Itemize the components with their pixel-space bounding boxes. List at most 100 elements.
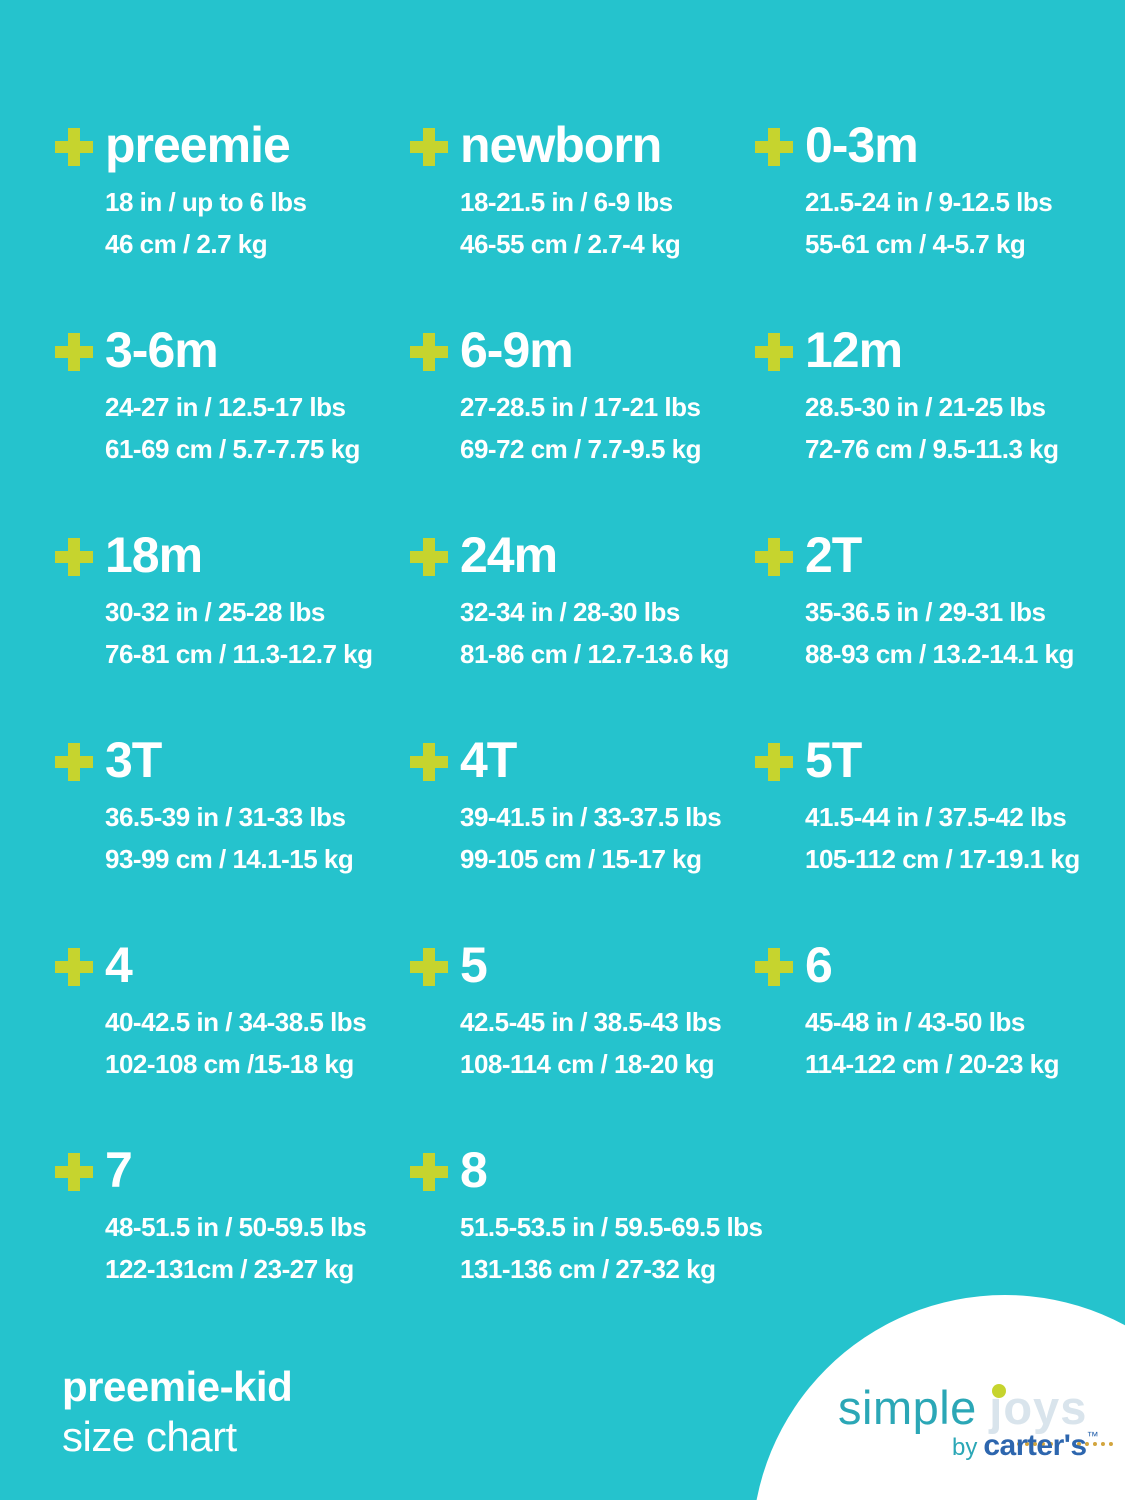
size-metric: 69-72 cm / 7.7-9.5 kg [460, 434, 701, 464]
plus-icon [55, 1153, 93, 1191]
size-imperial: 18-21.5 in / 6-9 lbs [460, 187, 673, 217]
logo-carters-text: carter's [983, 1429, 1087, 1462]
size-imperial: 24-27 in / 12.5-17 lbs [105, 392, 346, 422]
size-name: 4T [460, 732, 517, 788]
size-imperial: 41.5-44 in / 37.5-42 lbs [805, 802, 1067, 832]
size-metric: 122-131cm / 23-27 kg [105, 1254, 354, 1284]
plus-icon [410, 333, 448, 371]
size-metric: 46 cm / 2.7 kg [105, 229, 268, 259]
size-imperial: 30-32 in / 25-28 lbs [105, 597, 325, 627]
size-name: 12m [805, 322, 903, 378]
size-name: 0-3m [805, 117, 919, 173]
size-imperial: 51.5-53.5 in / 59.5-69.5 lbs [460, 1212, 763, 1242]
size-entry-8: 8 51.5-53.5 in / 59.5-69.5 lbs 131-136 c… [410, 1142, 763, 1348]
size-metric: 55-61 cm / 4-5.7 kg [805, 229, 1026, 259]
size-name: 18m [105, 527, 203, 583]
chart-title: preemie-kid [62, 1363, 293, 1410]
plus-icon [410, 128, 448, 166]
size-grid: preemie 18 in / up to 6 lbs 46 cm / 2.7 … [55, 118, 1125, 1348]
size-name: preemie [105, 117, 291, 173]
size-name: newborn [460, 117, 662, 173]
size-metric: 72-76 cm / 9.5-11.3 kg [805, 434, 1059, 464]
size-name: 3T [105, 732, 162, 788]
size-entry-3T: 3T 36.5-39 in / 31-33 lbs 93-99 cm / 14.… [55, 733, 410, 938]
size-metric: 99-105 cm / 15-17 kg [460, 844, 702, 874]
size-metric: 108-114 cm / 18-20 kg [460, 1049, 715, 1079]
trademark-symbol: ™ [1086, 1429, 1099, 1443]
size-entry-2T: 2T 35-36.5 in / 29-31 lbs 88-93 cm / 13.… [755, 528, 1125, 733]
size-imperial: 27-28.5 in / 17-21 lbs [460, 392, 701, 422]
size-imperial: 39-41.5 in / 33-37.5 lbs [460, 802, 722, 832]
size-imperial: 42.5-45 in / 38.5-43 lbs [460, 1007, 722, 1037]
size-metric: 102-108 cm /15-18 kg [105, 1049, 354, 1079]
size-entry-6-9m: 6-9m 27-28.5 in / 17-21 lbs 69-72 cm / 7… [410, 323, 755, 528]
plus-icon [410, 538, 448, 576]
size-name: 3-6m [105, 322, 219, 378]
plus-icon [55, 128, 93, 166]
size-name: 6 [805, 937, 833, 993]
size-imperial: 21.5-24 in / 9-12.5 lbs [805, 187, 1053, 217]
size-name: 8 [460, 1142, 488, 1198]
logo-joys-text: joys [989, 1381, 1114, 1446]
size-name: 7 [105, 1142, 133, 1198]
size-metric: 61-69 cm / 5.7-7.75 kg [105, 434, 360, 464]
chart-subtitle: size chart [62, 1412, 237, 1460]
chart-footer: preemie-kid size chart [62, 1362, 293, 1461]
brand-logo-line2: by carter's™ [952, 1429, 1099, 1463]
plus-icon [410, 1153, 448, 1191]
joys-dot-icon [992, 1384, 1007, 1398]
plus-icon [410, 743, 448, 781]
plus-icon [55, 538, 93, 576]
plus-icon [755, 743, 793, 781]
plus-icon [410, 948, 448, 986]
plus-icon [755, 333, 793, 371]
size-metric: 105-112 cm / 17-19.1 kg [805, 844, 1080, 874]
size-imperial: 45-48 in / 43-50 lbs [805, 1007, 1025, 1037]
plus-icon [755, 128, 793, 166]
stitch-dots-icon [1077, 1442, 1114, 1446]
logo-by-text: by [952, 1434, 978, 1461]
size-entry-0-3m: 0-3m 21.5-24 in / 9-12.5 lbs 55-61 cm / … [755, 118, 1125, 323]
size-imperial: 35-36.5 in / 29-31 lbs [805, 597, 1046, 627]
size-entry-4: 4 40-42.5 in / 34-38.5 lbs 102-108 cm /1… [55, 938, 410, 1143]
size-name: 2T [805, 527, 862, 583]
brand-logo-line1: simple joys [838, 1380, 1114, 1446]
brand-logo-circle: simple joys by carter's™ [752, 1295, 1125, 1500]
size-imperial: 28.5-30 in / 21-25 lbs [805, 392, 1046, 422]
plus-icon [755, 948, 793, 986]
size-name: 5 [460, 937, 488, 993]
size-metric: 131-136 cm / 27-32 kg [460, 1254, 716, 1284]
size-entry-3-6m: 3-6m 24-27 in / 12.5-17 lbs 61-69 cm / 5… [55, 323, 410, 528]
size-entry-18m: 18m 30-32 in / 25-28 lbs 76-81 cm / 11.3… [55, 528, 410, 733]
size-entry-preemie: preemie 18 in / up to 6 lbs 46 cm / 2.7 … [55, 118, 410, 323]
size-entry-7: 7 48-51.5 in / 50-59.5 lbs 122-131cm / 2… [55, 1143, 410, 1348]
size-entry-24m: 24m 32-34 in / 28-30 lbs 81-86 cm / 12.7… [410, 528, 755, 733]
size-metric: 114-122 cm / 20-23 kg [805, 1049, 1060, 1079]
plus-icon [55, 743, 93, 781]
plus-icon [55, 948, 93, 986]
size-metric: 93-99 cm / 14.1-15 kg [105, 844, 354, 874]
size-metric: 88-93 cm / 13.2-14.1 kg [805, 639, 1074, 669]
size-entry-6: 6 45-48 in / 43-50 lbs 114-122 cm / 20-2… [755, 938, 1125, 1143]
size-imperial: 40-42.5 in / 34-38.5 lbs [105, 1007, 367, 1037]
stitch-dots-icon [1017, 1442, 1054, 1446]
size-imperial: 18 in / up to 6 lbs [105, 187, 307, 217]
size-entry-5: 5 42.5-45 in / 38.5-43 lbs 108-114 cm / … [410, 938, 755, 1143]
size-entry-4T: 4T 39-41.5 in / 33-37.5 lbs 99-105 cm / … [410, 733, 755, 938]
size-entry-newborn: newborn 18-21.5 in / 6-9 lbs 46-55 cm / … [410, 118, 755, 323]
size-metric: 81-86 cm / 12.7-13.6 kg [460, 639, 729, 669]
size-entry-12m: 12m 28.5-30 in / 21-25 lbs 72-76 cm / 9.… [755, 323, 1125, 528]
size-imperial: 48-51.5 in / 50-59.5 lbs [105, 1212, 367, 1242]
plus-icon [755, 538, 793, 576]
size-name: 24m [460, 527, 558, 583]
plus-icon [55, 333, 93, 371]
size-metric: 46-55 cm / 2.7-4 kg [460, 229, 681, 259]
size-name: 4 [105, 937, 133, 993]
logo-simple-text: simple [838, 1381, 977, 1434]
size-imperial: 32-34 in / 28-30 lbs [460, 597, 680, 627]
size-entry-5T: 5T 41.5-44 in / 37.5-42 lbs 105-112 cm /… [755, 733, 1125, 938]
size-name: 6-9m [460, 322, 574, 378]
size-name: 5T [805, 732, 862, 788]
size-metric: 76-81 cm / 11.3-12.7 kg [105, 639, 373, 669]
